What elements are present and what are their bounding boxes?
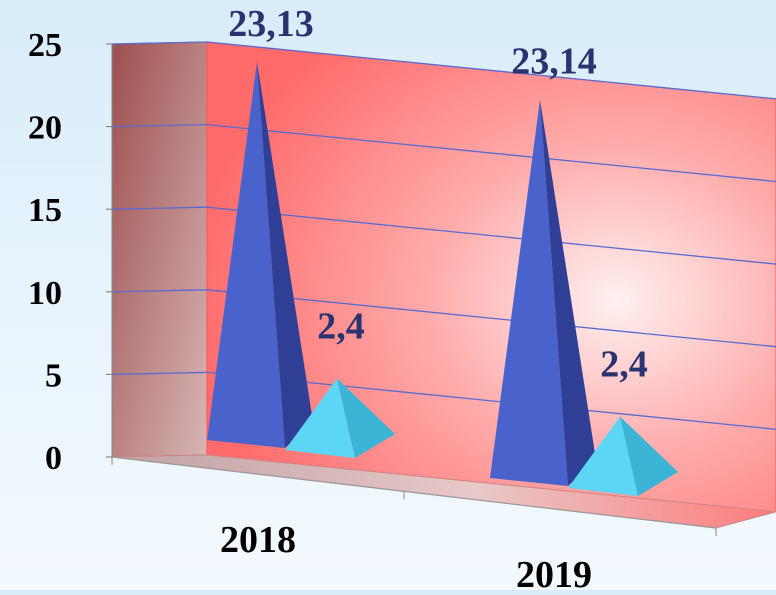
y-tick-label: 15 xyxy=(28,192,62,229)
data-label-2019-small: 2,4 xyxy=(600,344,648,386)
pyramid-2018-front xyxy=(207,61,285,449)
pyramid-2019-side xyxy=(540,99,596,486)
data-marks xyxy=(207,61,678,496)
gridline-back xyxy=(206,289,776,348)
gridline-side xyxy=(111,41,208,45)
data-label-2018-small: 2,4 xyxy=(317,306,365,348)
category-label-2019: 2019 xyxy=(516,554,592,590)
pyramid-2019-front xyxy=(490,99,568,486)
plot-walls xyxy=(111,41,776,529)
gridline-side xyxy=(111,371,208,376)
y-tick-label: 10 xyxy=(28,275,62,312)
gridline-side xyxy=(111,123,208,128)
gridline-back xyxy=(206,206,776,265)
data-label-2019-large: 23,14 xyxy=(511,41,597,83)
small-pyramid-2019-front xyxy=(568,416,638,496)
axes: 0 5 10 15 20 25 xyxy=(28,27,717,536)
small-pyramid-2018-front xyxy=(285,378,355,458)
y-tick-label: 25 xyxy=(28,27,62,64)
y-tick-label: 0 xyxy=(45,440,62,477)
gridline-back xyxy=(206,41,776,100)
gridline-side xyxy=(111,206,208,210)
category-label-2018: 2018 xyxy=(220,519,296,561)
y-tick-label: 20 xyxy=(28,110,62,147)
pyramid-2018-side xyxy=(257,61,313,449)
gridline-back xyxy=(206,123,776,183)
labels: 23,13 2,4 2018 23,14 2,4 2019 xyxy=(220,3,648,595)
data-label-2018-large: 23,13 xyxy=(228,3,314,45)
small-pyramid-2019-side xyxy=(620,416,678,496)
x-axis-line xyxy=(111,456,717,529)
gridline-side xyxy=(111,289,208,293)
side-wall xyxy=(111,41,208,458)
small-pyramid-2018-side xyxy=(337,378,395,458)
y-tick-label: 5 xyxy=(45,357,62,394)
